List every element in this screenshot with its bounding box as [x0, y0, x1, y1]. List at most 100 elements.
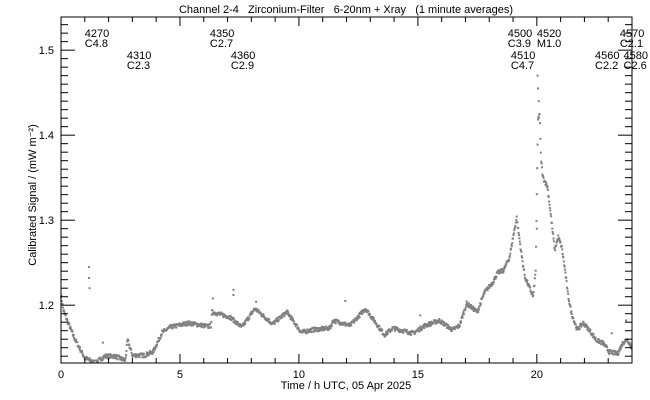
data-point: [629, 343, 632, 346]
data-point: [263, 316, 266, 319]
data-point: [332, 321, 335, 324]
data-point: [72, 333, 75, 336]
data-point: [242, 323, 245, 326]
data-point: [422, 325, 425, 328]
data-point: [314, 329, 317, 332]
data-point: [197, 323, 200, 326]
data-point: [297, 327, 300, 330]
data-point: [510, 244, 513, 247]
data-point: [537, 116, 540, 119]
data-point: [604, 345, 607, 348]
data-point: [502, 270, 505, 273]
data-point: [629, 344, 632, 347]
data-point: [492, 282, 495, 285]
data-point: [211, 309, 214, 312]
data-point: [301, 330, 304, 333]
data-point: [585, 323, 588, 326]
data-point: [621, 341, 624, 344]
data-point: [232, 317, 235, 320]
flare-id: 4310: [127, 50, 151, 62]
data-point: [471, 305, 474, 308]
flare-class: C2.9: [231, 60, 254, 72]
data-point: [504, 264, 507, 267]
data-point: [526, 279, 529, 282]
data-point: [540, 162, 543, 165]
data-point: [588, 330, 591, 333]
data-point: [96, 359, 99, 362]
data-point: [425, 323, 428, 326]
data-point: [353, 319, 356, 322]
data-point: [243, 320, 246, 323]
data-point: [209, 322, 212, 325]
data-point: [195, 323, 198, 326]
data-point: [357, 314, 360, 317]
data-point: [548, 203, 551, 206]
data-point: [140, 353, 143, 356]
data-point: [474, 307, 477, 310]
data-point: [342, 323, 345, 326]
outlier-point: [344, 299, 347, 302]
data-point: [437, 320, 440, 323]
data-point: [150, 350, 153, 353]
x-tick-label: 15: [412, 369, 424, 381]
data-point: [141, 356, 144, 359]
data-point: [81, 349, 84, 352]
data-point: [148, 353, 151, 356]
data-point: [112, 357, 115, 360]
data-point: [337, 320, 340, 323]
data-point: [394, 328, 397, 331]
data-point: [233, 319, 236, 322]
data-point: [483, 292, 486, 295]
data-point: [186, 324, 189, 327]
flare-id: 4350: [210, 28, 234, 40]
data-point: [420, 328, 423, 331]
data-point: [510, 247, 513, 250]
data-point: [520, 250, 523, 253]
data-point: [556, 238, 559, 241]
y-tick-label: 1.4: [39, 130, 54, 142]
data-point: [125, 350, 128, 353]
outlier-point: [255, 300, 258, 303]
data-point: [550, 215, 553, 218]
data-point: [154, 347, 157, 350]
data-point: [145, 355, 148, 358]
data-point: [277, 318, 280, 321]
data-point: [602, 340, 605, 343]
data-point: [580, 325, 583, 328]
data-point: [124, 356, 127, 359]
data-point: [492, 281, 495, 284]
data-point: [609, 349, 612, 352]
data-point: [99, 357, 102, 360]
data-point: [510, 243, 513, 246]
data-point: [106, 355, 109, 358]
data-point: [560, 244, 563, 247]
data-point: [92, 360, 95, 363]
data-point: [262, 314, 265, 317]
data-point: [523, 273, 526, 276]
data-point: [515, 215, 518, 218]
data-point: [398, 330, 401, 333]
y-axis-label: Calibrated Signal / (mW m⁻²): [27, 124, 39, 266]
outlier-point: [625, 319, 628, 322]
x-tick-label: 10: [293, 369, 305, 381]
data-point: [583, 323, 586, 326]
data-point: [494, 277, 497, 280]
data-point: [577, 326, 580, 329]
data-point: [272, 322, 275, 325]
data-point: [153, 348, 156, 351]
outlier-point: [536, 74, 539, 77]
data-point: [288, 314, 291, 317]
data-point: [291, 317, 294, 320]
data-point: [310, 331, 313, 334]
data-point: [540, 166, 543, 169]
data-point: [290, 315, 293, 318]
data-point: [566, 290, 569, 293]
data-point: [394, 325, 397, 328]
data-point: [464, 308, 467, 311]
data-point: [151, 352, 154, 355]
data-point: [438, 320, 441, 323]
data-point: [561, 248, 564, 251]
data-point: [612, 353, 615, 356]
